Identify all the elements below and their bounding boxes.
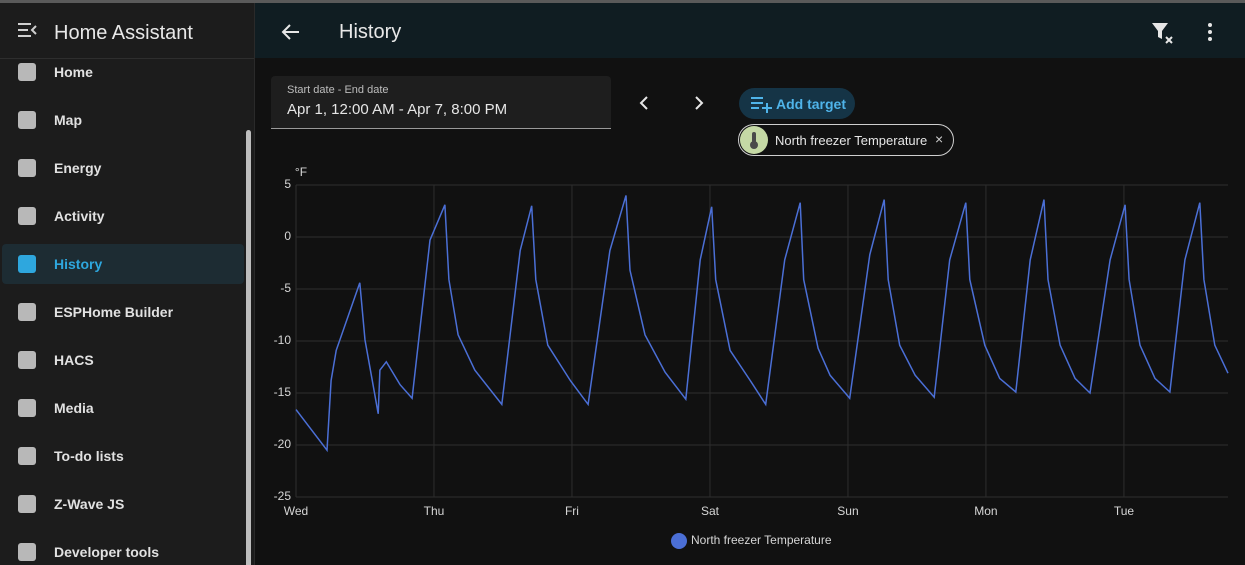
nav-icon bbox=[18, 351, 36, 369]
target-chip[interactable]: North freezer Temperature × bbox=[738, 124, 954, 156]
next-button[interactable] bbox=[693, 95, 705, 111]
date-label: Start date - End date bbox=[287, 84, 389, 96]
y-tick-label: -20 bbox=[274, 437, 292, 451]
data-line bbox=[295, 195, 1229, 453]
nav-icon bbox=[18, 207, 36, 225]
nav-icon bbox=[18, 63, 36, 81]
add-target-button[interactable]: Add target bbox=[739, 88, 855, 119]
nav-icon bbox=[18, 111, 36, 129]
nav-item[interactable]: HACS bbox=[2, 340, 244, 380]
nav-item[interactable]: Energy bbox=[2, 148, 244, 188]
nav-icon bbox=[18, 495, 36, 513]
nav-label: Z-Wave JS bbox=[54, 496, 125, 512]
nav-label: To-do lists bbox=[54, 448, 124, 464]
add-icon bbox=[751, 97, 772, 113]
nav-item[interactable]: History bbox=[2, 244, 244, 284]
nav-item[interactable]: Z-Wave JS bbox=[2, 484, 244, 524]
sidebar-title: Home Assistant bbox=[54, 22, 193, 44]
back-button[interactable] bbox=[279, 20, 303, 44]
sidebar: Home Assistant Home Map Energy Activity Hist… bbox=[0, 0, 255, 565]
nav-icon bbox=[18, 159, 36, 177]
x-tick-label: Tue bbox=[1114, 504, 1135, 518]
nav-label: Activity bbox=[54, 208, 105, 224]
date-picker[interactable]: Start date - End date Apr 1, 12:00 AM - … bbox=[271, 76, 611, 129]
nav-item[interactable]: ESPHome Builder bbox=[2, 292, 244, 332]
nav-item[interactable]: Developer tools bbox=[2, 532, 244, 565]
x-tick-label: Thu bbox=[424, 504, 445, 518]
more-button[interactable] bbox=[1205, 21, 1215, 45]
nav-item[interactable]: To-do lists bbox=[2, 436, 244, 476]
prev-button[interactable] bbox=[638, 95, 650, 111]
nav-label: Media bbox=[54, 400, 94, 416]
clear-filter-button[interactable] bbox=[1150, 20, 1176, 46]
main-header: History bbox=[255, 3, 1245, 58]
nav-label: Energy bbox=[54, 160, 102, 176]
nav-item[interactable]: Map bbox=[2, 100, 244, 140]
nav-item[interactable]: Media bbox=[2, 388, 244, 428]
y-tick-label: -25 bbox=[274, 489, 292, 503]
nav-icon bbox=[18, 255, 36, 273]
legend-marker bbox=[671, 533, 687, 549]
nav-label: Map bbox=[54, 112, 82, 128]
nav-icon bbox=[18, 399, 36, 417]
x-tick-label: Fri bbox=[565, 504, 579, 518]
y-tick-label: 0 bbox=[284, 229, 291, 243]
x-tick-label: Sun bbox=[837, 504, 858, 518]
nav-label: HACS bbox=[54, 352, 94, 368]
x-tick-label: Mon bbox=[974, 504, 997, 518]
chip-icon bbox=[740, 126, 768, 154]
y-tick-label: 5 bbox=[284, 177, 291, 191]
sidebar-header: Home Assistant bbox=[0, 3, 254, 59]
nav-icon bbox=[18, 543, 36, 561]
date-value: Apr 1, 12:00 AM - Apr 7, 8:00 PM bbox=[287, 101, 508, 118]
nav-label: Home bbox=[54, 64, 93, 80]
y-tick-label: -5 bbox=[280, 281, 291, 295]
nav-icon bbox=[18, 303, 36, 321]
y-tick-label: -15 bbox=[274, 385, 292, 399]
nav-icon bbox=[18, 447, 36, 465]
chip-label: North freezer Temperature bbox=[775, 133, 928, 148]
page-title: History bbox=[339, 21, 402, 43]
legend-label: North freezer Temperature bbox=[691, 533, 832, 547]
nav-item[interactable]: Activity bbox=[2, 196, 244, 236]
thermometer-icon bbox=[750, 132, 758, 149]
scrollbar[interactable] bbox=[246, 130, 251, 565]
x-tick-label: Sat bbox=[701, 504, 720, 518]
chip-remove[interactable]: × bbox=[935, 131, 944, 147]
menu-icon[interactable] bbox=[16, 19, 40, 43]
add-target-label: Add target bbox=[776, 96, 846, 112]
nav-label: Developer tools bbox=[54, 544, 160, 560]
y-tick-label: -10 bbox=[274, 333, 292, 347]
top-border bbox=[0, 0, 1245, 3]
nav-label: History bbox=[54, 256, 103, 272]
nav-label: ESPHome Builder bbox=[54, 304, 174, 320]
y-axis-unit: °F bbox=[295, 165, 307, 179]
x-tick-label: Wed bbox=[284, 504, 308, 518]
nav-item[interactable]: Home bbox=[2, 52, 244, 92]
